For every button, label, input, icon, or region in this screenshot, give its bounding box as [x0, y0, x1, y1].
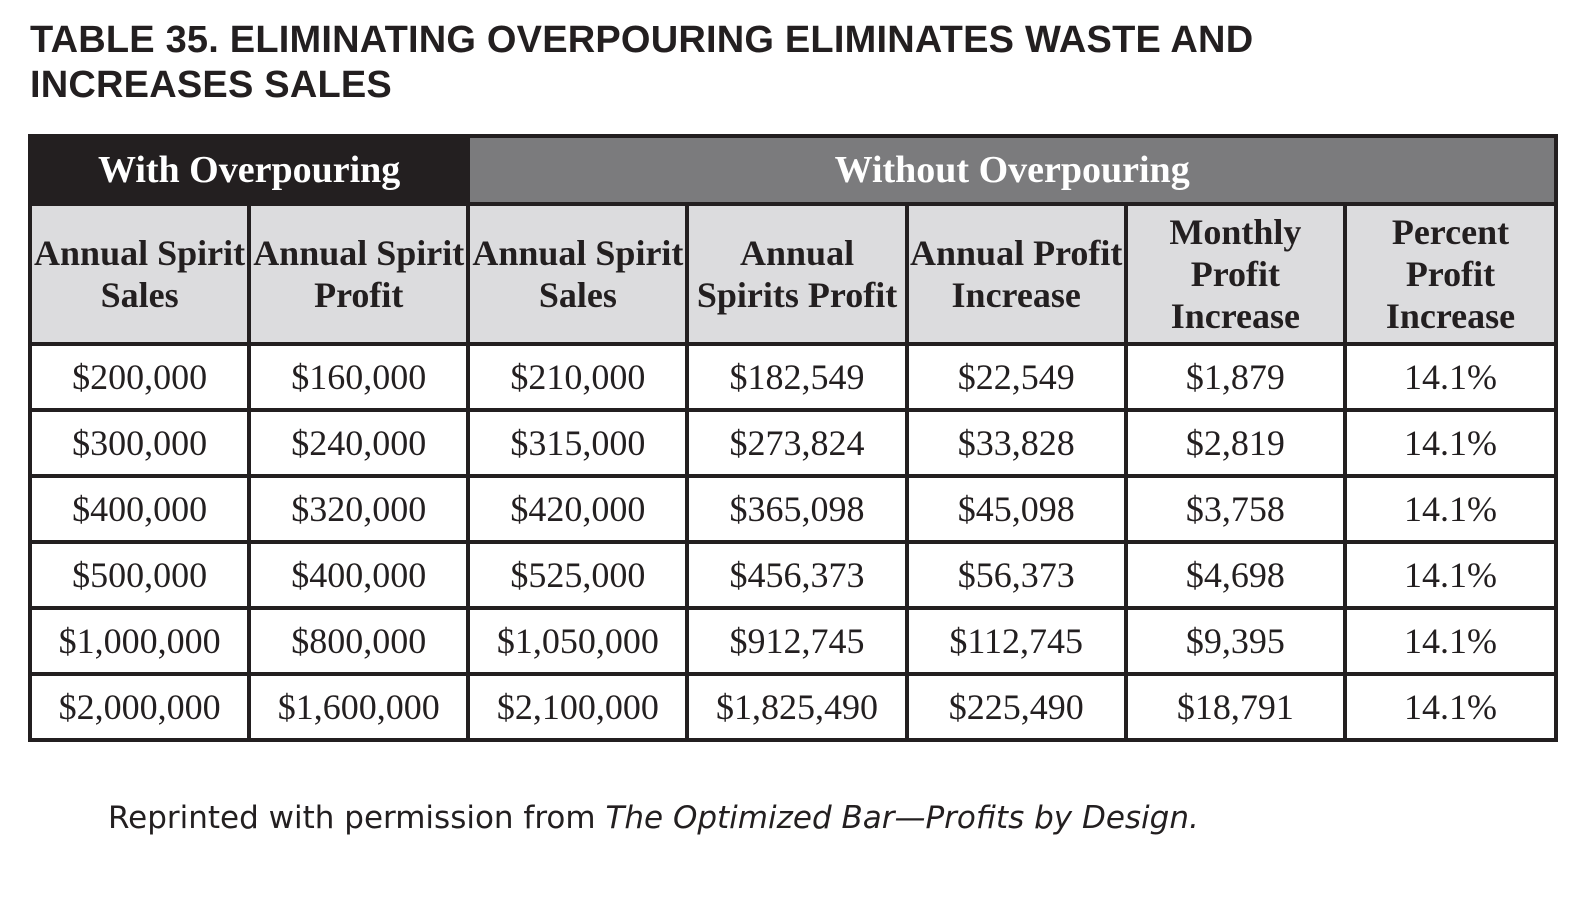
group-header-without-overpouring: Without Overpouring	[466, 134, 1558, 206]
table-body: $200,000 $160,000 $210,000 $182,549 $22,549 $…	[27, 342, 1559, 742]
table-cell: $9,395	[1123, 606, 1347, 676]
title-line-1: TABLE 35. ELIMINATING OVERPOURING ELIMIN…	[30, 19, 1254, 61]
table-cell: $1,879	[1123, 342, 1347, 412]
table-cell: $1,050,000	[466, 606, 690, 676]
table-row: $2,000,000 $1,600,000 $2,100,000 $1,825,490…	[27, 672, 1559, 742]
table-row: $200,000 $160,000 $210,000 $182,549 $22,549 $…	[27, 342, 1559, 412]
table-row: $1,000,000 $800,000 $1,050,000 $912,745 $112…	[27, 606, 1559, 676]
table-cell: $300,000	[27, 408, 252, 478]
source-caption: Reprinted with permission from The Optim…	[108, 800, 1199, 836]
table-cell: $210,000	[466, 342, 690, 412]
title-line-2: INCREASES SALES	[30, 64, 392, 106]
column-header: Monthly Profit Increase	[1123, 202, 1347, 346]
table-cell: $56,373	[904, 540, 1128, 610]
group-header-with-overpouring: With Overpouring	[27, 134, 471, 206]
table-cell: 14.1%	[1342, 606, 1559, 676]
caption-prefix: Reprinted with permission from	[108, 800, 606, 836]
column-header: Annual Spirits Profit	[685, 202, 909, 346]
table-cell: $365,098	[685, 474, 909, 544]
table-cell: $400,000	[247, 540, 471, 610]
column-header: Annual Profit Increase	[904, 202, 1128, 346]
table-cell: $2,000,000	[27, 672, 252, 742]
table-cell: $800,000	[247, 606, 471, 676]
table-cell: $3,758	[1123, 474, 1347, 544]
table-cell: $22,549	[904, 342, 1128, 412]
table-cell: $912,745	[685, 606, 909, 676]
table-cell: $400,000	[27, 474, 252, 544]
table-cell: $500,000	[27, 540, 252, 610]
table-cell: $2,819	[1123, 408, 1347, 478]
table-cell: $525,000	[466, 540, 690, 610]
column-header: Percent Profit Increase	[1342, 202, 1559, 346]
table-cell: 14.1%	[1342, 672, 1559, 742]
table-cell: $456,373	[685, 540, 909, 610]
table-cell: $420,000	[466, 474, 690, 544]
column-header: Annual Spirit Profit	[247, 202, 471, 346]
table-cell: $33,828	[904, 408, 1128, 478]
table-title: TABLE 35. ELIMINATING OVERPOURING ELIMIN…	[30, 18, 1530, 108]
group-header-row: With Overpouring Without Overpouring	[27, 134, 1558, 206]
table-cell: $1,825,490	[685, 672, 909, 742]
table-cell: $182,549	[685, 342, 909, 412]
table-cell: 14.1%	[1342, 540, 1559, 610]
profit-table: With Overpouring Without Overpouring Ann…	[27, 134, 1559, 742]
table-row: $300,000 $240,000 $315,000 $273,824 $33,828 $…	[27, 408, 1559, 478]
table-cell: $1,000,000	[27, 606, 252, 676]
table-cell: 14.1%	[1342, 474, 1559, 544]
column-header: Annual Spirit Sales	[27, 202, 252, 346]
table-cell: $112,745	[904, 606, 1128, 676]
table-row: $500,000 $400,000 $525,000 $456,373 $56,373 $…	[27, 540, 1559, 610]
table-cell: $45,098	[904, 474, 1128, 544]
caption-source-title: The Optimized Bar—Profits by Design.	[605, 800, 1199, 836]
table-cell: $315,000	[466, 408, 690, 478]
table-cell: $4,698	[1123, 540, 1347, 610]
table-cell: $1,600,000	[247, 672, 471, 742]
table-cell: $225,490	[904, 672, 1128, 742]
table-cell: 14.1%	[1342, 408, 1559, 478]
profit-table-container: With Overpouring Without Overpouring Ann…	[27, 134, 1559, 742]
column-header: Annual Spirit Sales	[466, 202, 690, 346]
table-cell: 14.1%	[1342, 342, 1559, 412]
table-cell: $160,000	[247, 342, 471, 412]
table-cell: $18,791	[1123, 672, 1347, 742]
table-cell: $273,824	[685, 408, 909, 478]
column-header-row: Annual Spirit Sales Annual Spirit Profit A…	[27, 202, 1559, 346]
table-cell: $2,100,000	[466, 672, 690, 742]
table-cell: $320,000	[247, 474, 471, 544]
table-cell: $240,000	[247, 408, 471, 478]
table-cell: $200,000	[27, 342, 252, 412]
table-row: $400,000 $320,000 $420,000 $365,098 $45,098 $…	[27, 474, 1559, 544]
